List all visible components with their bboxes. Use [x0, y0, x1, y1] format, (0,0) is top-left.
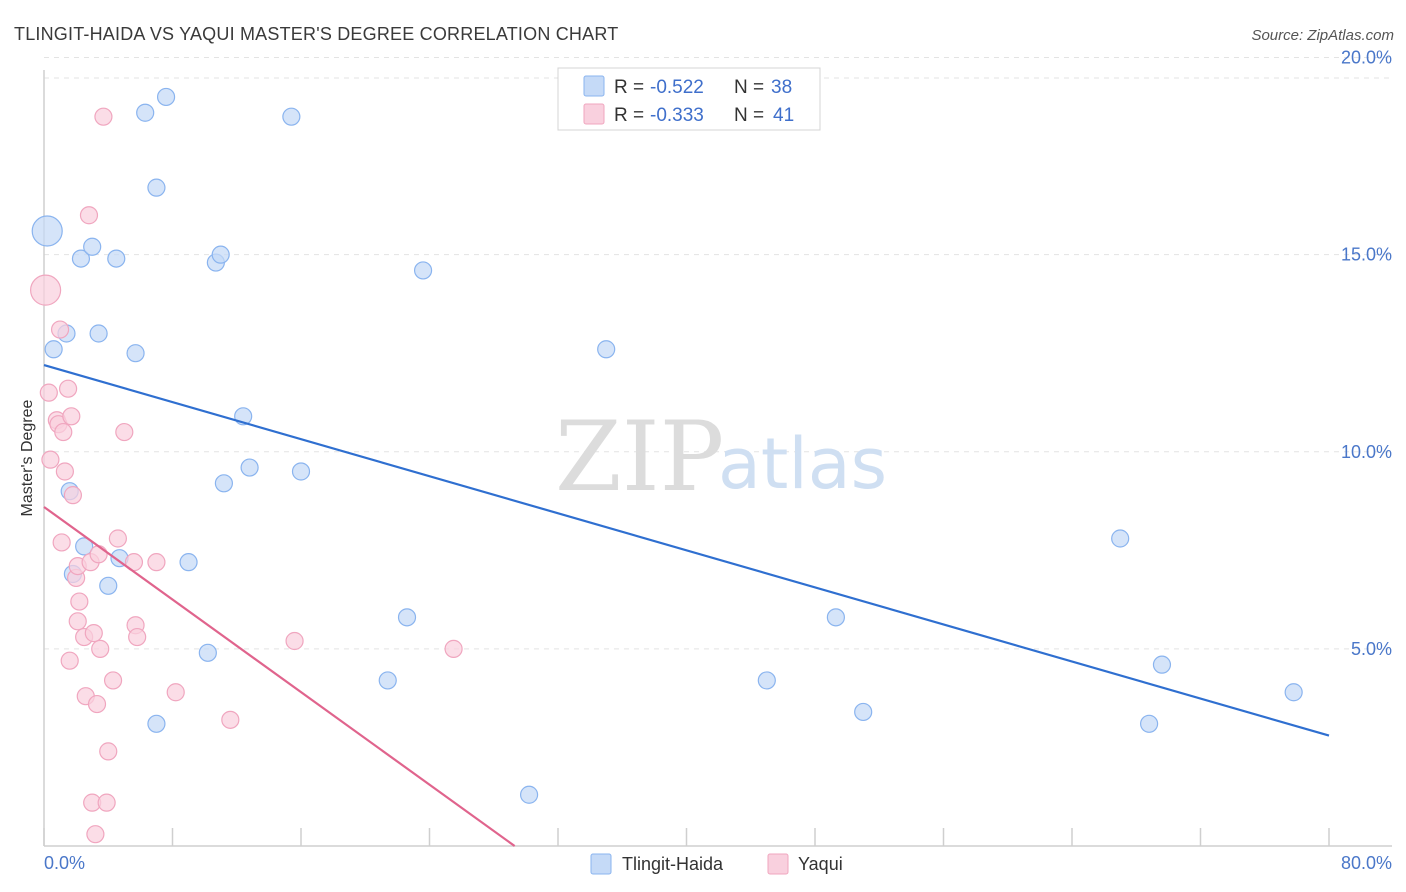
point-tlingit-haida: [282, 107, 301, 126]
point-yaqui: [99, 742, 118, 761]
legend-n-label: N =: [734, 77, 764, 98]
point-yaqui: [86, 825, 105, 844]
trend-line-yaqui: [43, 506, 516, 847]
bottom-legend: Tlingit-Haida Yaqui: [590, 853, 843, 875]
point-tlingit-haida: [854, 702, 873, 722]
point-tlingit-haida: [214, 474, 233, 493]
point-tlingit-haida: [1284, 683, 1303, 702]
watermark-atlas: atlas: [718, 423, 887, 505]
point-yaqui: [89, 545, 108, 564]
point-yaqui: [50, 320, 70, 339]
trend-lines: [43, 363, 1330, 847]
point-yaqui: [79, 206, 99, 225]
point-yaqui: [115, 422, 134, 442]
point-tlingit-haida: [413, 261, 433, 280]
point-tlingit-haida: [75, 537, 94, 556]
point-yaqui: [30, 274, 62, 306]
point-tlingit-haida: [240, 458, 259, 477]
legend-r-value: -0.522: [650, 77, 704, 98]
bottom-legend-label-tlingit-haida: Tlingit-Haida: [622, 854, 724, 874]
y-axis-label: Master's Degree: [19, 399, 36, 516]
point-yaqui: [285, 631, 304, 651]
point-tlingit-haida: [826, 608, 845, 627]
point-tlingit-haida: [99, 576, 118, 595]
bottom-legend-swatch-yaqui: [767, 853, 789, 875]
point-yaqui: [91, 639, 110, 658]
point-tlingit-haida: [179, 553, 198, 572]
point-yaqui: [147, 553, 166, 572]
legend-n-label: N =: [734, 105, 764, 126]
point-yaqui: [62, 407, 81, 426]
point-yaqui: [108, 529, 127, 548]
point-yaqui: [221, 710, 240, 729]
point-yaqui: [444, 639, 463, 658]
point-tlingit-haida: [1111, 529, 1130, 548]
trend-line-tlingit-haida: [43, 363, 1330, 737]
point-tlingit-haida: [757, 671, 776, 690]
point-tlingit-haida: [44, 340, 63, 359]
chart-title: TLINGIT-HAIDA VS YAQUI MASTER'S DEGREE C…: [14, 24, 618, 44]
point-yaqui: [68, 612, 87, 631]
point-yaqui: [70, 592, 89, 611]
point-tlingit-haida: [71, 249, 91, 268]
point-yaqui: [63, 486, 83, 505]
point-yaqui: [166, 683, 185, 702]
point-yaqui: [58, 379, 78, 398]
legend-n-value: 41: [773, 105, 794, 126]
y-tick-label: 15.0%: [1341, 245, 1392, 265]
y-tick-label: 20.0%: [1341, 48, 1392, 68]
x-tick-label-max: 80.0%: [1341, 853, 1392, 873]
point-tlingit-haida: [291, 462, 311, 481]
bottom-legend-label-yaqui: Yaqui: [798, 854, 843, 874]
point-tlingit-haida: [147, 178, 166, 197]
watermark-zip: ZIP: [555, 401, 724, 513]
legend-r-value: -0.333: [650, 105, 704, 126]
point-tlingit-haida: [211, 245, 230, 264]
scatter-points: [30, 87, 1303, 844]
point-tlingit-haida: [519, 785, 539, 804]
point-tlingit-haida: [89, 324, 108, 343]
legend-swatch-tlingit-haida: [583, 75, 605, 97]
point-tlingit-haida: [397, 608, 417, 627]
point-tlingit-haida: [1139, 714, 1159, 733]
point-tlingit-haida: [198, 643, 217, 662]
legend-r-label: R =: [614, 105, 644, 126]
point-yaqui: [87, 694, 107, 714]
point-yaqui: [54, 422, 73, 442]
point-yaqui: [41, 450, 60, 469]
point-yaqui: [97, 793, 116, 812]
point-tlingit-haida: [156, 87, 176, 107]
point-yaqui: [128, 627, 147, 647]
point-tlingit-haida: [378, 671, 397, 690]
point-tlingit-haida: [126, 344, 145, 363]
legend: R = -0.522 N = 38 R = -0.333 N = 41: [557, 67, 821, 131]
point-yaqui: [94, 107, 113, 126]
legend-r-label: R =: [614, 77, 644, 98]
point-tlingit-haida: [1152, 655, 1172, 674]
point-tlingit-haida: [147, 714, 166, 733]
point-yaqui: [55, 462, 74, 481]
point-yaqui: [52, 533, 71, 552]
legend-n-value: 38: [771, 77, 792, 98]
point-tlingit-haida: [107, 249, 126, 268]
point-yaqui: [60, 651, 79, 670]
bottom-legend-swatch-tlingit-haida: [590, 853, 612, 875]
point-tlingit-haida: [597, 340, 616, 359]
y-tick-label: 5.0%: [1351, 639, 1392, 659]
x-axis-ticks: [43, 828, 1330, 846]
point-tlingit-haida: [83, 237, 102, 256]
point-yaqui: [84, 624, 103, 643]
point-yaqui: [103, 671, 123, 690]
point-tlingit-haida: [136, 103, 155, 122]
point-tlingit-haida: [31, 215, 63, 247]
y-axis-tick-labels: 5.0% 10.0% 15.0% 20.0%: [1341, 48, 1392, 659]
legend-swatch-yaqui: [583, 103, 605, 125]
x-tick-label-min: 0.0%: [44, 853, 85, 873]
y-tick-label: 10.0%: [1341, 442, 1392, 462]
source-label: Source: ZipAtlas.com: [1251, 27, 1394, 44]
point-yaqui: [39, 383, 58, 402]
